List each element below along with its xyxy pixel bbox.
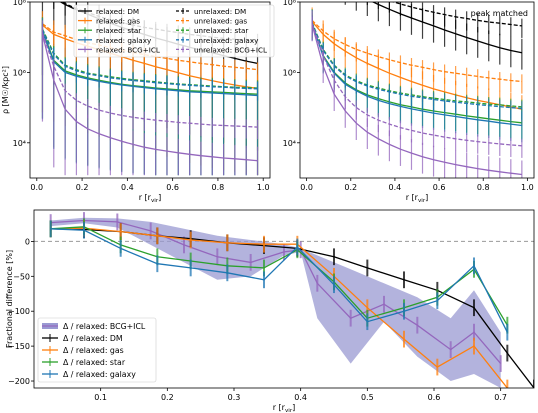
y-tick-label: −150 xyxy=(8,342,30,351)
series-unrelaxed_bcg xyxy=(41,26,259,140)
series-relaxed_galaxy xyxy=(311,9,523,143)
x-tick-label: 0.3 xyxy=(228,393,241,402)
y-tick-label: 10⁴ xyxy=(283,139,296,148)
y-tick-label: −200 xyxy=(8,377,30,386)
y-tick-label: 10⁴ xyxy=(13,139,26,148)
x-axis-label: r [rvir] xyxy=(273,403,296,413)
series-relaxed_bcg xyxy=(41,20,259,176)
series-line-unrelaxed_DM xyxy=(391,2,522,27)
legend-label: Δ / relaxed: DM xyxy=(63,334,123,343)
series-line-gas xyxy=(50,227,508,388)
series-line-relaxed_bcg xyxy=(311,24,522,176)
y-tick-label: −50 xyxy=(13,272,30,281)
legend-label: relaxed: gas xyxy=(96,17,140,26)
x-axis-label: r [rvir] xyxy=(406,193,429,204)
plot-area xyxy=(34,212,534,388)
y-tick-label: 10⁸ xyxy=(13,0,26,7)
legend-label: unrelaxed: BCG+ICL xyxy=(194,45,267,54)
series-line-relaxed_star xyxy=(311,22,522,124)
panel-title: peak matched xyxy=(471,9,528,18)
series-line-unrelaxed_bcg xyxy=(311,23,522,147)
series-galaxy xyxy=(49,220,509,341)
series-bcg_mean xyxy=(49,212,502,372)
series-line-relaxed_DM xyxy=(371,2,523,54)
legend-label: Δ / relaxed: galaxy xyxy=(63,370,136,379)
y-tick-label: 10⁸ xyxy=(283,0,296,7)
x-tick-label: 0.2 xyxy=(161,393,174,402)
y-axis-label: Fractional difference [%] xyxy=(5,250,14,348)
x-tick-label: 0.0 xyxy=(30,183,43,192)
y-tick-label: 10⁶ xyxy=(283,68,296,77)
series-line-star xyxy=(50,226,508,326)
legend-frame xyxy=(37,317,157,383)
axes-frame xyxy=(33,209,535,389)
x-tick-label: 0.4 xyxy=(121,183,134,192)
legend-label: relaxed: BCG+ICL xyxy=(96,45,160,54)
series-line-unrelaxed_bcg xyxy=(41,32,258,128)
series-line-relaxed_galaxy xyxy=(41,31,258,97)
legend-label: unrelaxed: galaxy xyxy=(194,36,259,45)
series-unrelaxed_bcg xyxy=(311,16,523,158)
x-tick-label: 0.6 xyxy=(428,393,441,402)
series-line-unrelaxed_galaxy xyxy=(311,22,522,110)
x-tick-label: 1.0 xyxy=(521,183,534,192)
legend-label: unrelaxed: gas xyxy=(194,17,247,26)
series-line-unrelaxed_star xyxy=(311,22,522,108)
legend-label: unrelaxed: star xyxy=(194,26,248,35)
legend-label: Δ / relaxed: BCG+ICL xyxy=(63,322,146,331)
legend: relaxed: DM unrelaxed: DM relaxed: gas unre… xyxy=(73,4,275,58)
axes-frame xyxy=(29,1,271,179)
series-line-relaxed_gas xyxy=(311,21,523,110)
legend: Δ / relaxed: BCG+ICL Δ / relaxed: DM Δ / r… xyxy=(37,317,157,383)
x-tick-label: 0.6 xyxy=(433,183,446,192)
y-tick-label: 10⁶ xyxy=(13,68,26,77)
panel-top-left: 0.0 0.2 0.4 0.6 0.8 1.0 10⁴ 10⁶ 10⁸ r [rvir] ρ [M☉… xyxy=(1,0,275,204)
series-unrelaxed_galaxy xyxy=(311,16,523,121)
x-tick-label: 0.2 xyxy=(76,183,89,192)
x-tick-label: 0.5 xyxy=(361,393,374,402)
series-line-unrelaxed_gas xyxy=(311,19,522,83)
series-line-relaxed_star xyxy=(41,30,258,95)
x-tick-label: 0.7 xyxy=(494,393,507,402)
y-axis-label: ρ [M☉/kpc²] xyxy=(1,66,10,114)
plot-area xyxy=(311,2,523,178)
x-axis-label: r [rvir] xyxy=(139,193,162,204)
legend-label: unrelaxed: DM xyxy=(194,7,246,16)
series-line-unrelaxed_galaxy xyxy=(41,29,258,90)
legend-label: Δ / relaxed: star xyxy=(63,358,126,367)
legend-label: Δ / relaxed: gas xyxy=(63,346,124,355)
panel-bottom: 0.1 0.2 0.3 0.4 0.5 0.6 0.7 0 −50 −100 −150 −200 r [… xyxy=(5,209,535,413)
x-tick-label: 0.2 xyxy=(344,183,357,192)
series-line-galaxy xyxy=(50,228,508,333)
x-tick-label: 0.4 xyxy=(294,393,307,402)
series-line-relaxed_galaxy xyxy=(311,23,522,127)
x-tick-label: 0.8 xyxy=(477,183,490,192)
y-tick-label: −100 xyxy=(8,307,30,316)
series-line-bcg_mean xyxy=(50,219,502,365)
bcg-band xyxy=(50,217,501,388)
legend-label: relaxed: galaxy xyxy=(96,36,152,45)
panel-top-right: 0.0 0.2 0.4 0.6 0.8 1.0 10⁴ 10⁶ 10⁸ r [rvir] peak … xyxy=(283,0,535,204)
x-tick-label: 0.1 xyxy=(94,393,107,402)
x-tick-label: 0.6 xyxy=(166,183,179,192)
legend-label: relaxed: DM xyxy=(96,7,139,16)
x-tick-label: 1.0 xyxy=(257,183,270,192)
x-tick-label: 0.8 xyxy=(212,183,225,192)
series-unrelaxed_DM xyxy=(366,2,523,38)
legend-label: relaxed: star xyxy=(96,26,141,35)
x-tick-label: 0.0 xyxy=(300,183,313,192)
y-tick-label: 0 xyxy=(25,237,30,246)
x-tick-label: 0.4 xyxy=(389,183,402,192)
series-line-relaxed_bcg xyxy=(41,34,258,162)
axes-frame xyxy=(299,1,535,179)
series-relaxed_bcg xyxy=(311,10,523,178)
legend-frame xyxy=(73,4,275,58)
